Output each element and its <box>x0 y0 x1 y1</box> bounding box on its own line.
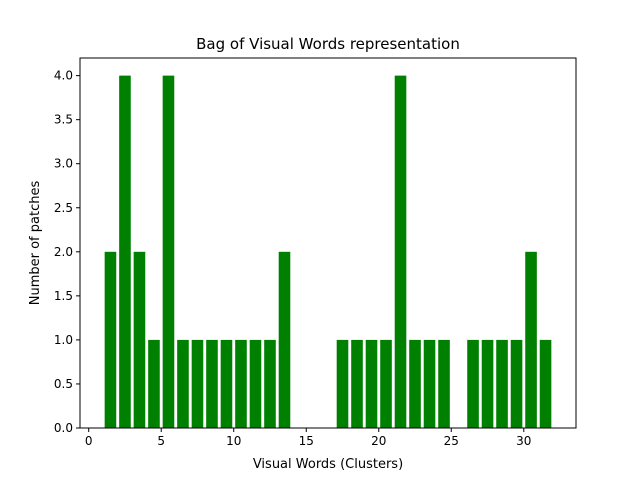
bar-7 <box>191 339 204 428</box>
bar-11 <box>249 339 262 428</box>
bar-17 <box>336 339 349 428</box>
y-tick-label: 1.5 <box>54 289 73 303</box>
bar-18 <box>351 339 363 428</box>
x-tick-label: 5 <box>157 434 165 448</box>
bar-31 <box>539 339 552 428</box>
bar-8 <box>206 339 218 428</box>
bar-6 <box>177 339 189 428</box>
bar-20 <box>380 339 392 428</box>
y-tick-label: 2.5 <box>54 201 73 215</box>
bar-27 <box>481 339 494 428</box>
bar-22 <box>409 339 421 428</box>
y-axis: 0.0 0.5 1.0 1.5 2.0 2.5 3.0 3.5 4.0 <box>54 69 80 435</box>
x-tick-label: 10 <box>226 434 241 448</box>
chart-title: Bag of Visual Words representation <box>196 35 460 53</box>
x-axis-label: Visual Words (Clusters) <box>253 457 403 472</box>
bar-30 <box>525 251 537 428</box>
y-axis-label: Number of patches <box>28 181 43 306</box>
y-tick-label: 0.0 <box>54 421 73 435</box>
x-axis: 0 5 10 15 20 25 30 <box>85 428 531 448</box>
y-tick-label: 3.0 <box>54 157 73 171</box>
bar-3 <box>133 251 146 428</box>
bar-12 <box>264 339 276 428</box>
bars-layer <box>104 75 552 429</box>
x-tick-label: 15 <box>299 434 314 448</box>
bar-5 <box>162 75 175 429</box>
bar-24 <box>438 339 450 428</box>
x-tick-label: 0 <box>85 434 93 448</box>
x-tick-label: 30 <box>516 434 531 448</box>
bar-28 <box>496 339 508 428</box>
bar-10 <box>235 339 247 428</box>
plot-frame <box>79 57 577 429</box>
y-tick-label: 2.0 <box>54 245 73 259</box>
bar-1 <box>104 251 117 428</box>
x-tick-label: 25 <box>444 434 459 448</box>
y-tick-label: 3.5 <box>54 113 73 127</box>
bar-9 <box>220 339 233 428</box>
bar-13 <box>278 251 291 428</box>
bar-19 <box>365 339 378 428</box>
bar-26 <box>467 339 479 428</box>
bar-29 <box>510 339 523 428</box>
y-tick-label: 4.0 <box>54 69 73 83</box>
x-tick-label: 20 <box>371 434 386 448</box>
bar-2 <box>119 75 131 429</box>
bar-4 <box>148 339 160 428</box>
bar-23 <box>423 339 436 428</box>
y-tick-label: 1.0 <box>54 333 73 347</box>
bar-21 <box>394 75 407 429</box>
y-tick-label: 0.5 <box>54 377 73 391</box>
